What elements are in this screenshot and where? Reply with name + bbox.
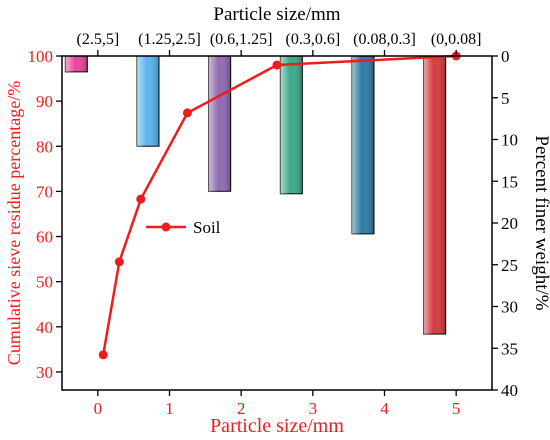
y2-axis-title: Percent finer weight/%: [531, 135, 550, 310]
series-line: [101, 54, 457, 356]
bar-shading: [280, 56, 303, 194]
axes-ticks: 0 1 2 3 4 5 (2.5,5] (1.25,2.5] (0.6,1.25] (0.3,0.…: [28, 31, 519, 418]
y2-tick-label: 15: [501, 172, 518, 191]
bars: [64, 55, 447, 335]
data-point: [136, 194, 146, 204]
legend-marker: [161, 222, 171, 232]
x-tick-label: 3: [309, 399, 318, 418]
bar-shading: [65, 56, 88, 72]
y2-tick-label: 10: [501, 131, 518, 150]
soil-series: [98, 51, 461, 360]
top-category-label: (0.6,1.25]: [210, 31, 273, 48]
y-tick-label: 70: [36, 182, 53, 201]
y-tick-label: 30: [36, 363, 53, 382]
data-point: [98, 350, 108, 360]
data-point: [272, 60, 282, 70]
bar-shading: [423, 56, 446, 335]
y2-tick-label: 20: [501, 214, 518, 233]
x-tick-label: 5: [452, 399, 461, 418]
legend: Soil: [146, 218, 221, 237]
legend-label: Soil: [193, 218, 221, 237]
top-category-label: (1.25,2.5]: [138, 31, 201, 48]
y2-tick-label: 25: [501, 256, 518, 275]
x-tick-label: 0: [94, 399, 103, 418]
y-tick-label: 50: [36, 273, 53, 292]
y2-tick-label: 5: [501, 89, 510, 108]
top-category-label: (0.3,0.6]: [286, 31, 341, 48]
bar-shading: [352, 56, 374, 234]
y2-tick-label: 40: [501, 381, 518, 400]
y-tick-label: 80: [36, 137, 53, 156]
x-axis-title: Particle size/mm: [210, 415, 344, 437]
bar-shading: [137, 56, 159, 147]
x-tick-label: 1: [165, 399, 174, 418]
y-tick-label: 100: [28, 47, 54, 66]
y2-tick-label: 0: [501, 47, 510, 66]
top-category-label: (0.08,0.3]: [353, 31, 416, 48]
top-category-label: (0,0.08]: [431, 31, 482, 48]
bar-shading: [208, 56, 231, 192]
y-tick-label: 40: [36, 318, 53, 337]
y-tick-label: 90: [36, 92, 53, 111]
data-point: [114, 257, 124, 267]
top-axis-title: Particle size/mm: [213, 4, 340, 25]
y2-tick-label: 30: [501, 298, 518, 317]
data-point: [182, 108, 192, 118]
y-tick-label: 60: [36, 228, 53, 247]
top-category-label: (2.5,5]: [77, 31, 120, 48]
x-tick-label: 2: [237, 399, 246, 418]
y-axis-title: Cumulative sieve residue percentage/%: [4, 81, 24, 365]
y2-tick-label: 35: [501, 339, 518, 358]
x-tick-label: 4: [380, 399, 389, 418]
